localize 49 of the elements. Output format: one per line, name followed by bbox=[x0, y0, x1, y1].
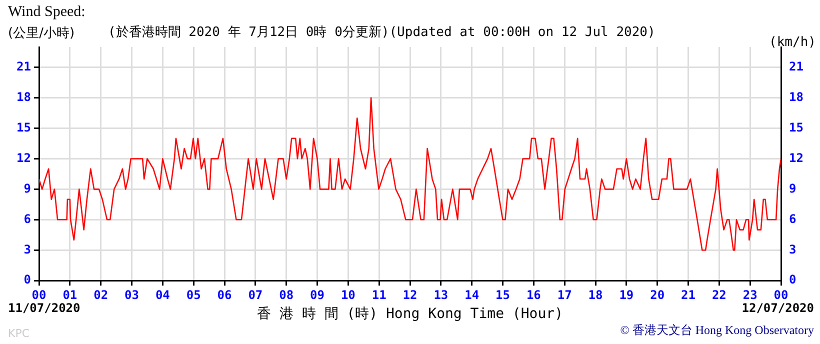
x-tick-label: 02 bbox=[94, 288, 108, 302]
x-tick-label: 21 bbox=[681, 288, 696, 302]
x-tick-label: 04 bbox=[155, 288, 170, 302]
text: © 香港天文台 Hong Kong Observatory bbox=[620, 323, 814, 337]
x-tick-label: 22 bbox=[712, 288, 726, 302]
text: Wind Speed: bbox=[8, 4, 86, 20]
x-tick-label: 09 bbox=[310, 288, 324, 302]
y-tick-label: 12 bbox=[16, 150, 31, 165]
x-tick-label: 18 bbox=[588, 288, 603, 302]
y-tick-label: 21 bbox=[16, 59, 31, 74]
y-tick-label: 3 bbox=[24, 242, 31, 256]
x-tick-label: 13 bbox=[434, 288, 448, 302]
y-tick-label: 9 bbox=[24, 181, 31, 196]
x-tick-label: 06 bbox=[217, 288, 232, 302]
y-tick-label: 18 bbox=[16, 90, 31, 104]
x-tick-label: 17 bbox=[557, 288, 572, 302]
x-tick-label: 12 bbox=[402, 288, 418, 302]
y2-tick-label: 21 bbox=[789, 59, 804, 74]
y2-tick-label: 15 bbox=[789, 120, 804, 134]
x-tick-label: 05 bbox=[186, 288, 201, 302]
x-tick-label: 14 bbox=[464, 288, 480, 302]
y2-tick-label: 12 bbox=[789, 150, 804, 165]
text: 12/07/2020 bbox=[742, 301, 814, 315]
y-tick-label: 15 bbox=[16, 120, 31, 134]
y2-tick-label: 0 bbox=[789, 272, 796, 287]
x-tick-label: 00 bbox=[32, 288, 46, 302]
y-axis-title: (公里/小時) bbox=[8, 26, 75, 41]
x-tick-label: 03 bbox=[124, 288, 139, 302]
x-tick-label: 11 bbox=[372, 288, 386, 302]
x-tick-label: 19 bbox=[619, 288, 634, 302]
x-tick-label: 23 bbox=[742, 288, 758, 302]
y-tick-label: 0 bbox=[24, 272, 31, 287]
x-tick-label: 16 bbox=[526, 288, 541, 302]
x-tick-label: 20 bbox=[650, 288, 665, 302]
y2-tick-label: 6 bbox=[789, 212, 796, 226]
y-tick-label: 6 bbox=[24, 212, 31, 226]
x-tick-label: 08 bbox=[279, 288, 294, 302]
y2-tick-label: 3 bbox=[789, 242, 796, 256]
x-tick-label: 15 bbox=[496, 288, 510, 302]
y2-axis-title: (km/h) bbox=[769, 35, 816, 50]
x-tick-label: 07 bbox=[248, 288, 263, 302]
y2-tick-label: 18 bbox=[789, 90, 804, 104]
x-tick-label: 10 bbox=[340, 288, 356, 302]
y2-tick-label: 9 bbox=[789, 181, 796, 196]
chart-title: (於香港時間 2020 年 7月12日 0時 0分更新)(Updated at 00:00H on 12 Jul 2020) bbox=[108, 25, 656, 40]
x-tick-label: 01 bbox=[62, 288, 78, 302]
text: 11/07/2020 bbox=[8, 301, 80, 315]
x-axis-title: 香 港 時 間 (時) Hong Kong Time (Hour) bbox=[256, 306, 564, 322]
x-tick-label: 00 bbox=[774, 288, 788, 302]
